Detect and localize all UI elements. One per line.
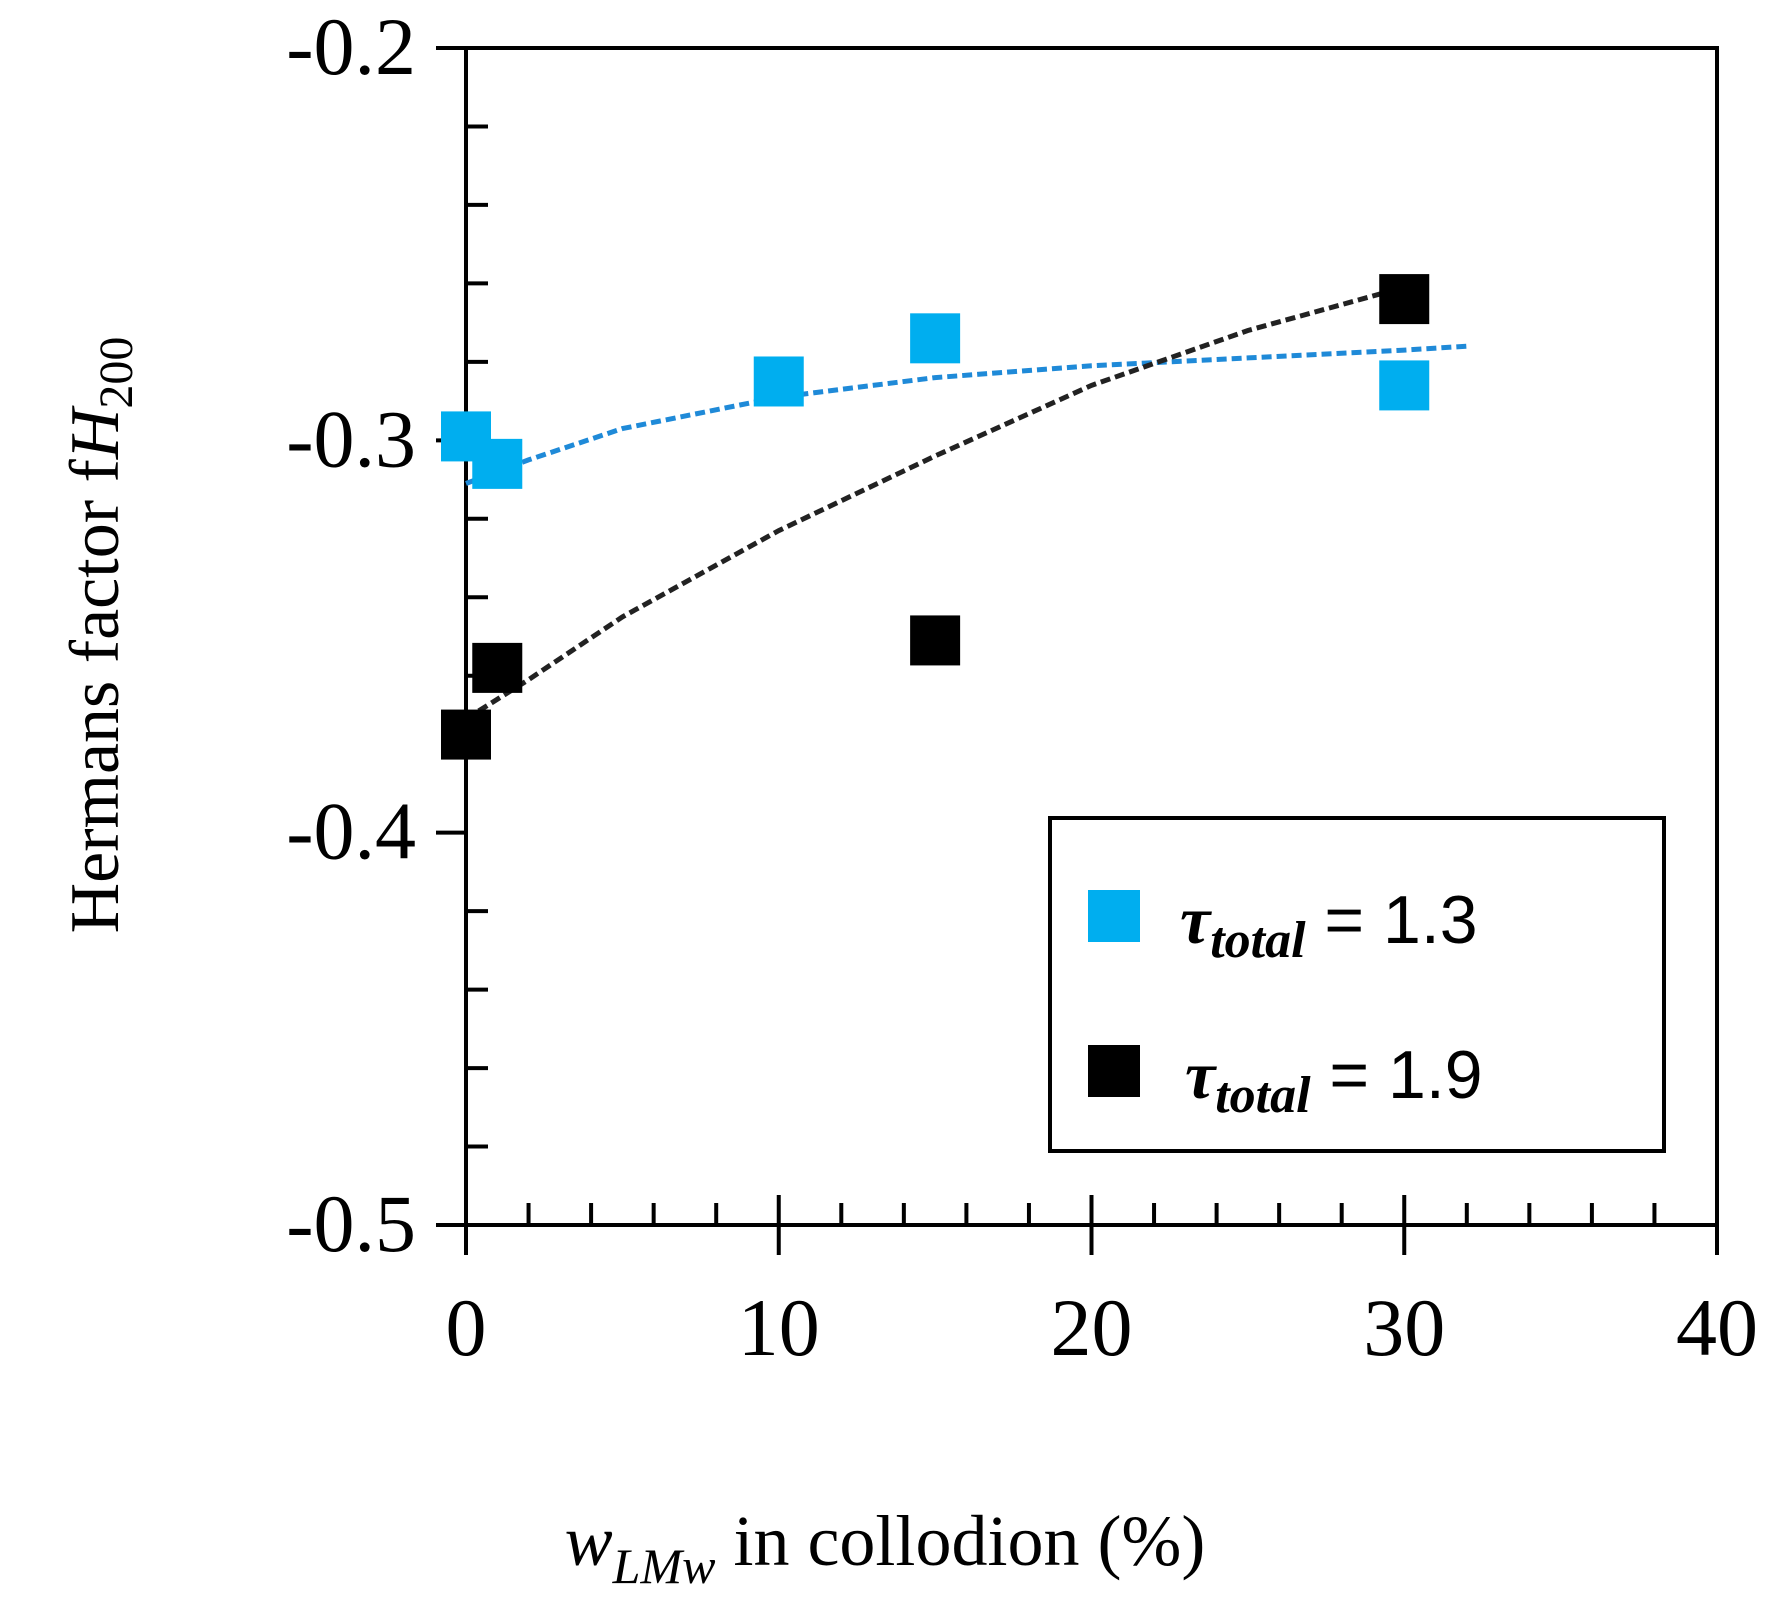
y-tick-label: -0.4 [286, 786, 416, 877]
legend: τtotal = 1.3 τtotal = 1.9 [1048, 816, 1666, 1153]
trendline-series-1 [465, 343, 1467, 486]
data-point-series-2 [472, 642, 523, 693]
x-axis-label: wLMw in collodion (%) [565, 1501, 1206, 1594]
x-tick-label: 20 [1051, 1282, 1133, 1373]
data-point-series-1 [753, 356, 804, 407]
data-point-series-1 [1379, 360, 1430, 411]
legend-marker-series-2 [1088, 1045, 1140, 1097]
x-tick-label: 40 [1676, 1282, 1758, 1373]
data-point-series-2 [1379, 274, 1430, 325]
y-axis-label: Hermans factor fH200 [57, 337, 143, 934]
trendline-series-2 [464, 284, 1405, 722]
x-tick-label: 10 [738, 1282, 820, 1373]
data-point-series-1 [910, 313, 961, 364]
y-tick-label: -0.5 [286, 1178, 416, 1269]
x-tick-label: 0 [446, 1282, 487, 1373]
y-tick-label: -0.3 [286, 393, 416, 484]
legend-label-series-1: τtotal = 1.3 [1180, 882, 1478, 969]
x-tick-label: 30 [1363, 1282, 1445, 1373]
legend-label-series-2: τtotal = 1.9 [1185, 1037, 1483, 1124]
legend-marker-series-1 [1088, 890, 1140, 942]
y-tick-label: -0.2 [286, 1, 416, 92]
legend-box [1048, 816, 1666, 1153]
data-point-series-2 [910, 615, 961, 666]
data-point-series-1 [472, 438, 523, 489]
data-point-series-2 [441, 709, 491, 760]
